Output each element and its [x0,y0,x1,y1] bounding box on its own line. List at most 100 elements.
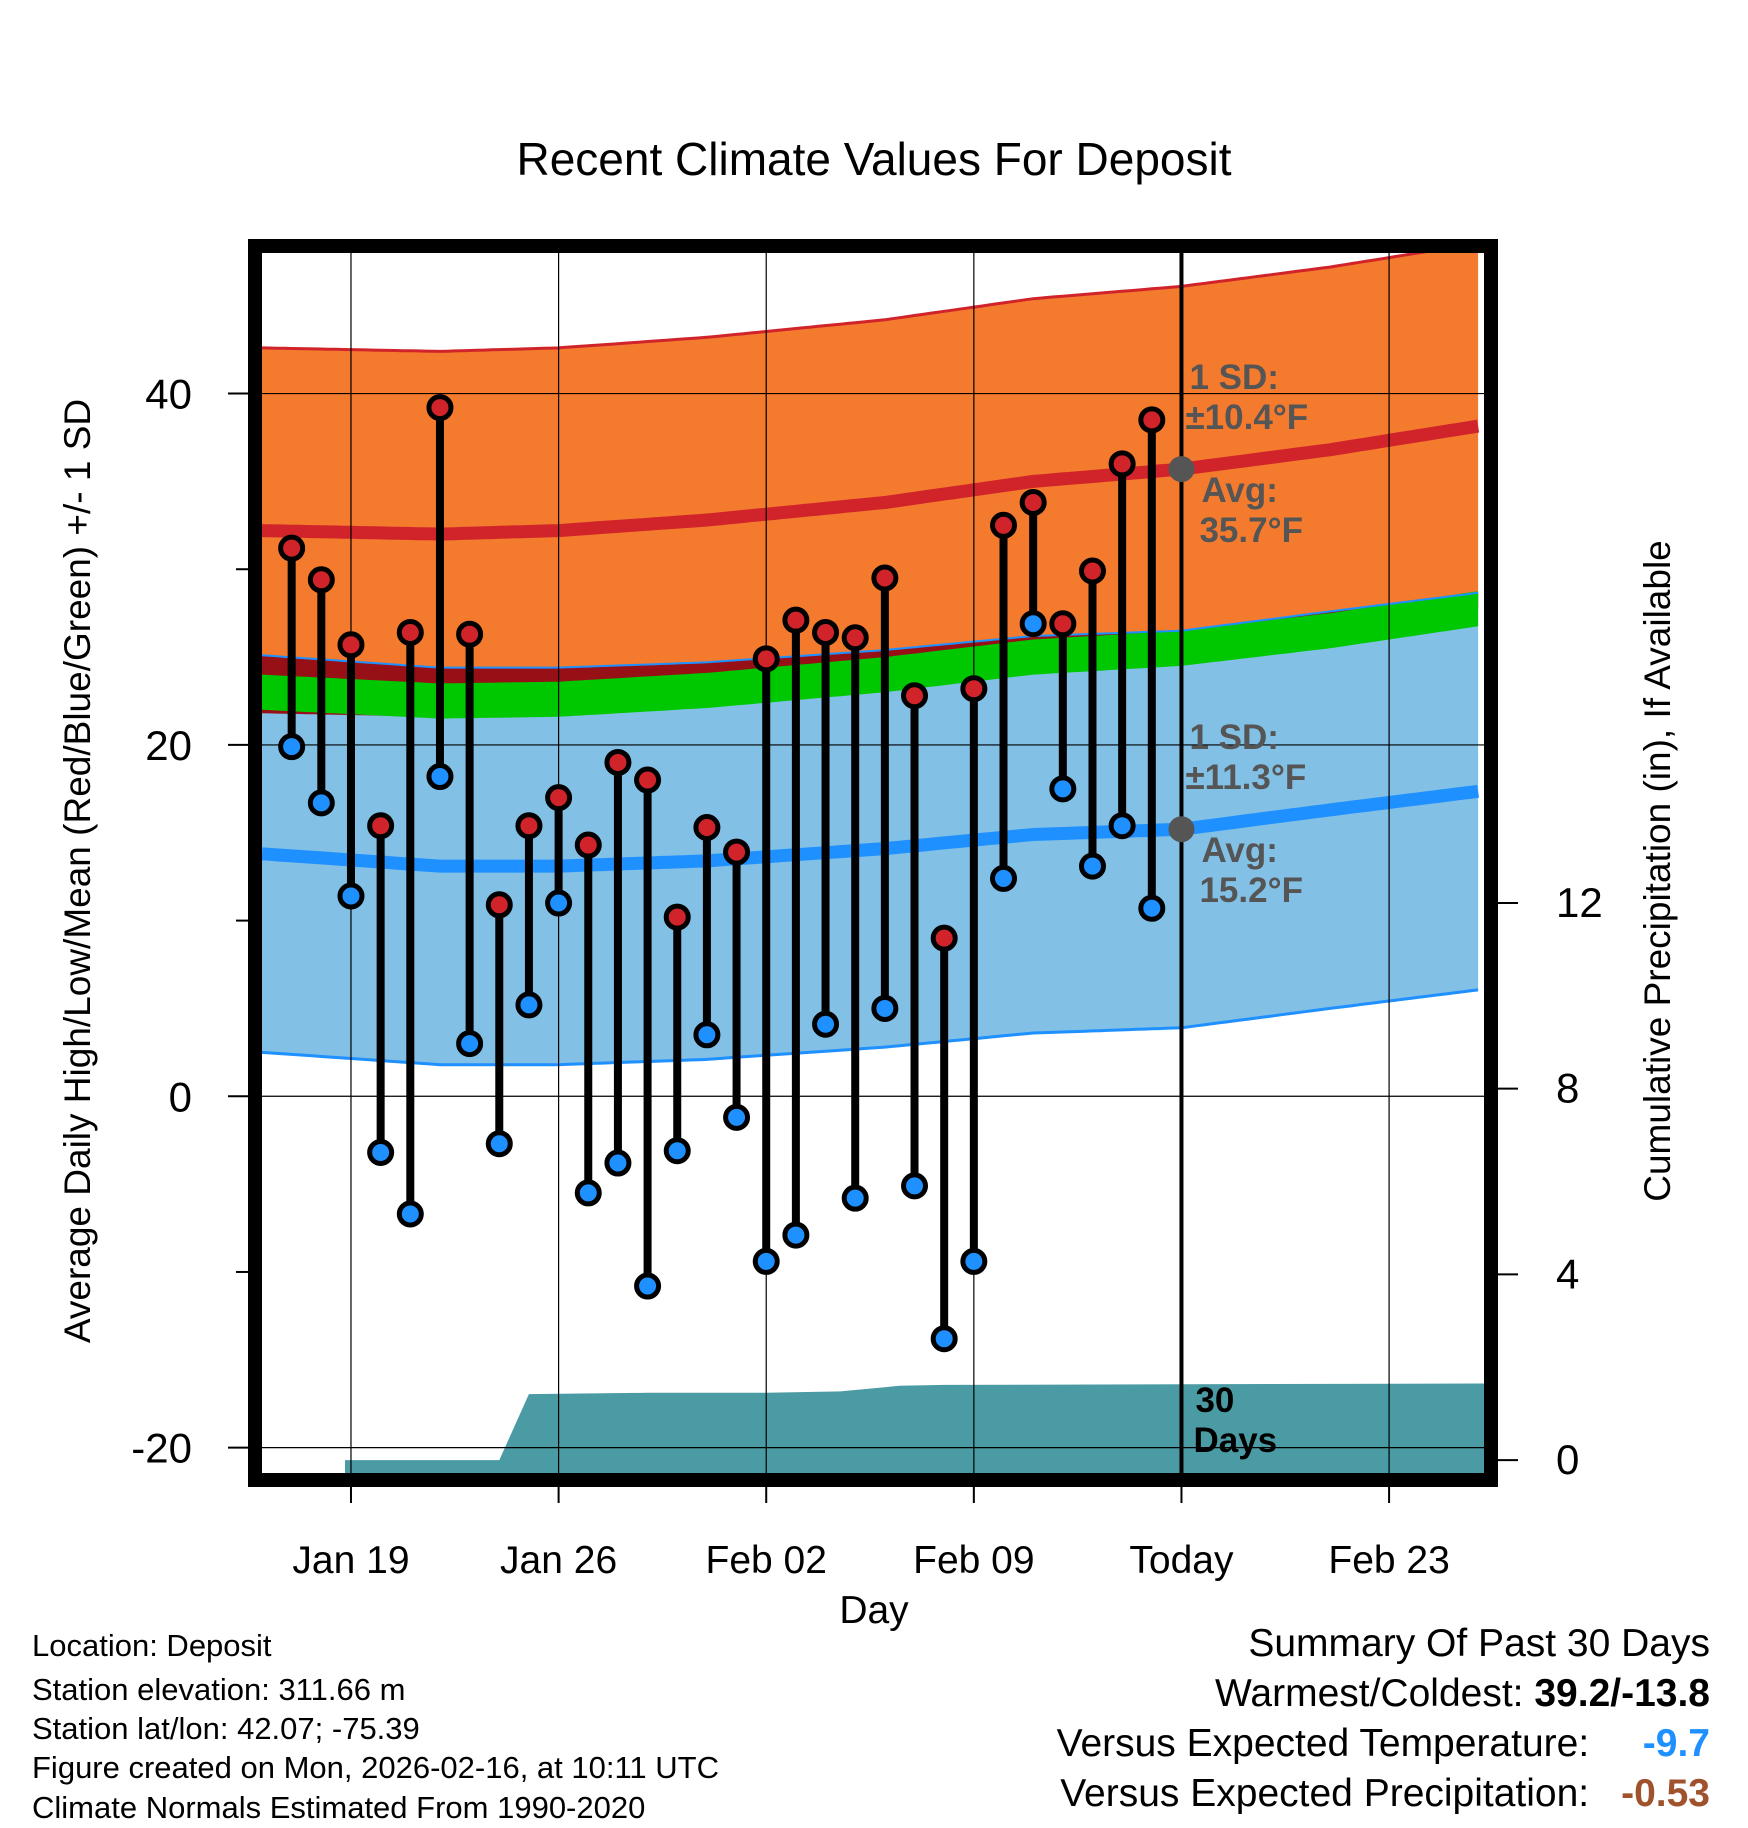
x-tick-label: Jan 19 [292,1539,409,1582]
today-low-normal-marker [1168,816,1195,843]
obs-low-point [604,1149,632,1177]
obs-high-point [634,766,662,794]
obs-low-point [841,1184,869,1212]
days-label-number: 30 [1195,1381,1234,1420]
summary-temp-value: -9.7 [1642,1722,1710,1765]
high-sd-upper-line [262,253,1428,353]
obs-high-point [456,620,484,648]
obs-high-point [574,831,602,859]
high-avg-value: 35.7°F [1199,511,1303,550]
summary-warm-cold: Warmest/Coldest: 39.2/-13.8 [1215,1672,1710,1716]
obs-low-point [930,1325,958,1353]
precip-area [345,1383,1484,1474]
high-sd-value: ±10.4°F [1185,398,1308,437]
x-tick-label: Feb 23 [1328,1539,1449,1582]
obs-high-point [782,606,810,634]
obs-low-point [990,864,1018,892]
obs-high-point [960,675,988,703]
summary-warm-cold-label: Warmest/Coldest: [1215,1672,1524,1715]
obs-low-point [960,1247,988,1275]
obs-low-point [663,1137,691,1165]
normal-high-line [262,419,1480,541]
info-elevation: Station elevation: 311.66 m [32,1672,406,1707]
x-tick-label: Feb 09 [913,1539,1034,1582]
obs-low-point [693,1021,721,1049]
y-axis-label: Average Daily High/Low/Mean (Red/Blue/Gr… [57,399,98,1343]
obs-low-point [485,1130,513,1158]
summary-temp: Versus Expected Temperature: -9.7 [1057,1722,1710,1766]
obs-low-point [1138,894,1166,922]
info-location: Location: Deposit [32,1628,272,1663]
high-avg-label: Avg: [1201,471,1277,510]
obs-high-point [307,566,335,594]
obs-high-point [663,903,691,931]
obs-low-point [515,991,543,1019]
summary-warm-cold-value: 39.2/-13.8 [1534,1672,1710,1715]
obs-high-point [990,511,1018,539]
low-avg-value: 15.2°F [1199,871,1303,910]
info-normals: Climate Normals Estimated From 1990-2020 [32,1790,646,1825]
info-latlon: Station lat/lon: 42.07; -75.39 [32,1711,420,1746]
obs-high-point [723,838,751,866]
obs-low-point [307,789,335,817]
low-sd-lower-line [262,988,1479,1067]
info-created: Figure created on Mon, 2026-02-16, at 10… [32,1750,719,1785]
obs-low-point [278,733,306,761]
obs-high-point [367,812,395,840]
high-sd-band [262,253,1479,717]
x-tick-label: Jan 26 [500,1539,617,1582]
y2-tick-label: 12 [1556,879,1603,926]
obs-low-point [574,1179,602,1207]
mean-band [262,591,1479,719]
obs-high-point [1138,406,1166,434]
obs-low-point [426,763,454,791]
obs-low-point [1019,610,1047,638]
obs-high-point [841,624,869,652]
obs-low-point [782,1221,810,1249]
obs-low-point [1108,812,1136,840]
high-sd-label: 1 SD: [1189,358,1278,397]
obs-high-point [278,534,306,562]
x-tick-label: Today [1129,1539,1234,1582]
y2-tick-label: 0 [1556,1436,1579,1483]
obs-high-point [396,618,424,646]
obs-high-point [693,813,721,841]
low-sd-upper-line [262,591,1479,669]
days-label-text: Days [1193,1421,1277,1460]
obs-low-point [723,1103,751,1131]
y-tick-label: 20 [145,722,192,769]
obs-low-point [337,882,365,910]
obs-low-point [871,994,899,1022]
obs-high-point [1049,610,1077,638]
obs-low-point [1078,852,1106,880]
obs-high-point [930,924,958,952]
x-tick-label: Feb 02 [706,1539,827,1582]
obs-low-point [812,1010,840,1038]
low-avg-label: Avg: [1201,831,1277,870]
obs-high-point [337,631,365,659]
y2-tick-label: 8 [1556,1065,1579,1112]
obs-low-point [634,1272,662,1300]
obs-high-point [545,784,573,812]
summary-precip: Versus Expected Precipitation: -0.53 [1060,1772,1710,1816]
low-sd-value: ±11.3°F [1185,758,1306,797]
obs-high-point [752,645,780,673]
y-tick-label: -20 [131,1425,192,1472]
obs-high-point [485,891,513,919]
normal-low-line [262,784,1479,873]
obs-low-point [545,889,573,917]
y2-tick-label: 4 [1556,1250,1579,1297]
obs-high-point [1078,557,1106,585]
obs-low-point [396,1200,424,1228]
today-high-normal-marker [1168,456,1195,483]
obs-high-point [1108,450,1136,478]
y-tick-label: 40 [145,371,192,418]
obs-high-point [515,812,543,840]
summary-heading: Summary Of Past 30 Days [1248,1622,1710,1665]
obs-low-point [1049,775,1077,803]
x-axis-label: Day [839,1589,909,1632]
obs-low-point [367,1138,395,1166]
obs-high-point [871,564,899,592]
